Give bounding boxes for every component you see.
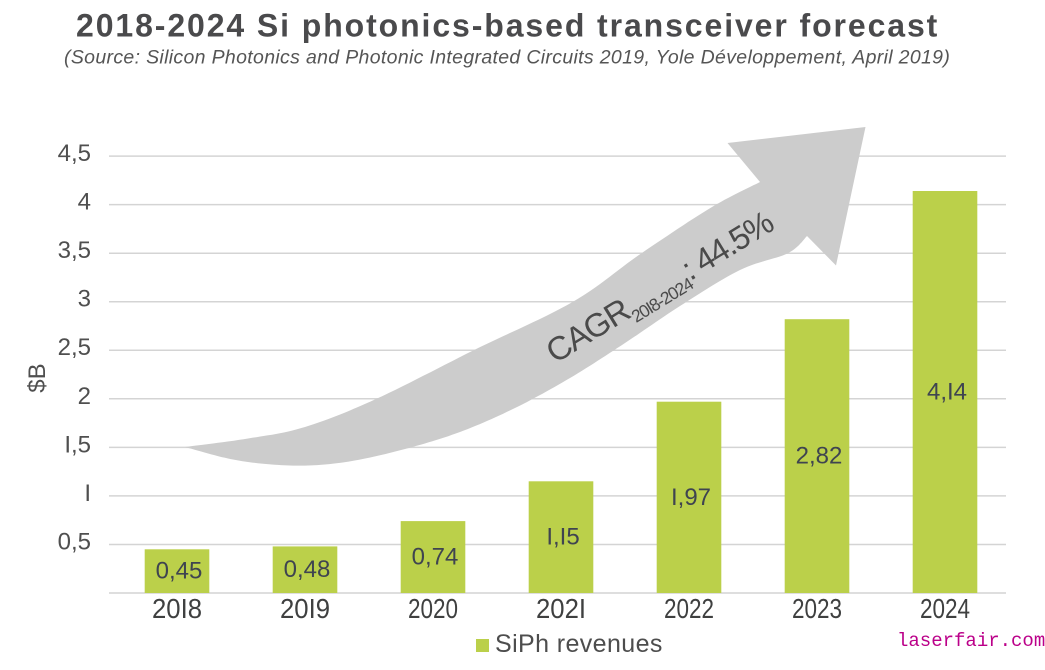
svg-text:CAGR20I8-2024: 44.5%: CAGR20I8-2024: 44.5% [539, 203, 781, 374]
svg-text:(Source: Silicon Photonics and: (Source: Silicon Photonics and Photonic … [64, 47, 950, 69]
svg-text:4: 4 [78, 189, 91, 216]
svg-text:I,97: I,97 [671, 484, 711, 511]
svg-text:2,5: 2,5 [58, 334, 91, 361]
svg-text:2,82: 2,82 [796, 443, 843, 470]
svg-text:0,45: 0,45 [156, 558, 203, 585]
svg-text:$B: $B [24, 363, 51, 392]
svg-text:2018-2024 Si photonics-based t: 2018-2024 Si photonics-based transceiver… [76, 8, 939, 44]
svg-text:I,5: I,5 [64, 431, 91, 458]
svg-text:3,5: 3,5 [58, 237, 91, 264]
svg-text:20I8: 20I8 [152, 593, 202, 624]
svg-text:2022: 2022 [664, 593, 714, 624]
svg-text:4,5: 4,5 [58, 140, 91, 167]
svg-text:0,48: 0,48 [284, 556, 331, 583]
svg-text:2020: 2020 [408, 593, 458, 624]
svg-text:I: I [84, 480, 91, 507]
svg-text:2024: 2024 [920, 593, 970, 624]
svg-text:3: 3 [78, 286, 91, 313]
svg-text:I,I5: I,I5 [546, 524, 579, 551]
svg-text:2: 2 [78, 383, 91, 410]
svg-text:SiPh revenues: SiPh revenues [495, 630, 663, 658]
svg-text:0,74: 0,74 [412, 544, 459, 571]
svg-text:0,5: 0,5 [58, 529, 91, 556]
svg-text:laserfair.com: laserfair.com [897, 630, 1045, 652]
svg-text:20I9: 20I9 [280, 593, 330, 624]
svg-text:2023: 2023 [792, 593, 842, 624]
svg-text:202I: 202I [536, 593, 586, 624]
svg-text:4,I4: 4,I4 [927, 379, 967, 406]
